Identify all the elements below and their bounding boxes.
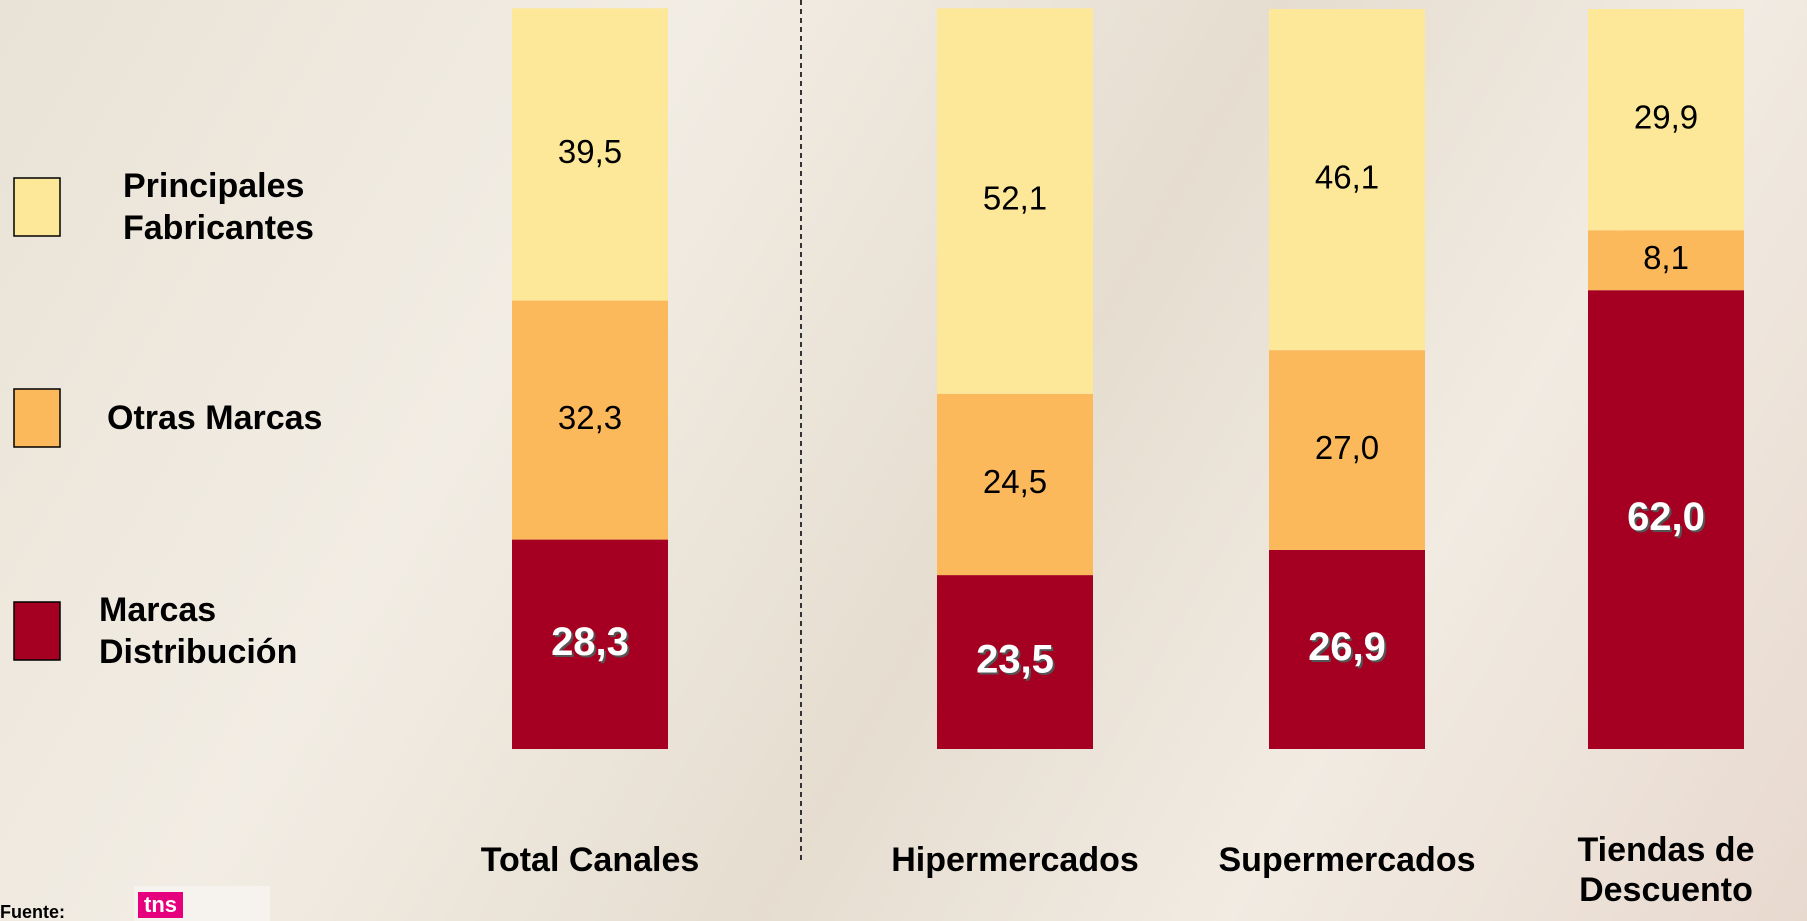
- value-label: 23,5: [976, 638, 1054, 682]
- bar-segment: [512, 8, 668, 301]
- value-label: 46,1: [1315, 158, 1379, 195]
- bar-segment: [512, 539, 668, 749]
- bar-segment: [1269, 350, 1425, 550]
- value-label: 28,3: [551, 620, 629, 664]
- bar-segment: [1269, 9, 1425, 351]
- value-label: 26,9: [1308, 625, 1386, 669]
- legend-label: Principales Fabricantes: [123, 167, 314, 247]
- value-label: 62,0: [1627, 495, 1705, 539]
- x-tick-label: Total Canales: [480, 841, 700, 879]
- value-label: 32,3: [558, 399, 622, 436]
- legend-label: Marcas Distribución: [99, 591, 298, 671]
- x-tick-label: Hipermercados: [891, 841, 1139, 879]
- source-logo: tns: [134, 886, 270, 921]
- source: Fuente:: [0, 902, 65, 921]
- value-label: 27,0: [1315, 429, 1379, 466]
- legend-swatch: [13, 601, 61, 661]
- bar-segment: [937, 8, 1093, 394]
- x-tick-label: Supermercados: [1218, 841, 1476, 879]
- bar-segment: [1588, 230, 1744, 291]
- bar-segment: [512, 300, 668, 540]
- x-tick-label: Tiendas de Descuento: [1577, 831, 1755, 909]
- value-label: 29,9: [1634, 98, 1698, 135]
- bar-segment: [1588, 9, 1744, 231]
- legend-label: Otras Marcas: [107, 399, 323, 437]
- bar-segment: [937, 575, 1093, 749]
- value-label-shadow: 62,0: [1629, 497, 1707, 541]
- value-label-shadow: 28,3: [553, 622, 631, 666]
- legend-swatch: [13, 177, 61, 237]
- bar-segment: [1588, 290, 1744, 749]
- value-label: 24,5: [983, 463, 1047, 500]
- value-label: 8,1: [1643, 239, 1689, 276]
- logo-text: tns: [138, 892, 183, 918]
- value-label: 39,5: [558, 133, 622, 170]
- value-label-shadow: 26,9: [1310, 627, 1388, 671]
- bar-segment: [1269, 549, 1425, 749]
- value-label-shadow: 23,5: [978, 640, 1056, 684]
- value-label: 52,1: [983, 180, 1047, 217]
- bar-segment: [937, 393, 1093, 576]
- legend-swatch: [13, 388, 61, 448]
